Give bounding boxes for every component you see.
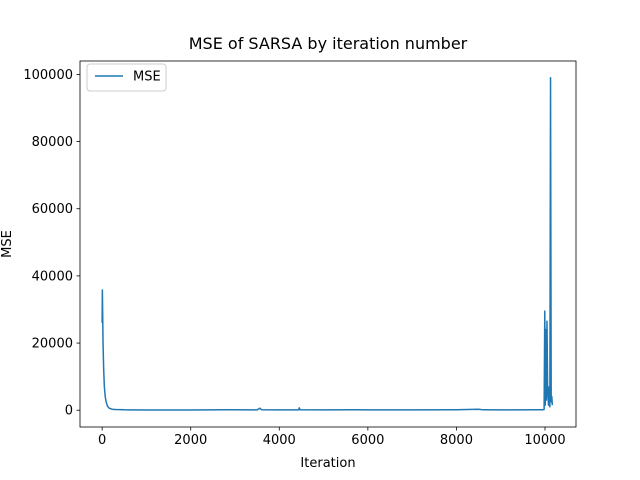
legend: MSE	[86, 63, 167, 92]
y-tick-label: 100000	[23, 68, 73, 83]
x-axis-label: Iteration	[300, 456, 355, 471]
series-line-mse	[101, 77, 554, 411]
legend-label-mse: MSE	[133, 70, 161, 85]
x-tick-label: 0	[98, 433, 106, 448]
axes-frame	[79, 60, 577, 428]
y-tick-label: 60000	[32, 202, 73, 217]
y-axis-label: MSE	[0, 230, 15, 258]
x-tick-label: 8000	[440, 433, 473, 448]
x-tick-label: 6000	[351, 433, 384, 448]
plot-background	[80, 61, 576, 427]
y-tick-label: 80000	[32, 135, 73, 150]
x-tick-label: 2000	[174, 433, 207, 448]
plot-area: 0 2000 4000 6000 8000 10000020000400006000080…	[23, 60, 577, 448]
x-tick-label: 4000	[263, 433, 296, 448]
legend-box	[86, 63, 167, 92]
chart-title: MSE of SARSA by iteration number	[189, 34, 468, 53]
x-tick-label: 10000	[524, 433, 565, 448]
y-tick-label: 0	[65, 404, 73, 419]
y-tick-label: 40000	[32, 269, 73, 284]
y-tick-label: 20000	[32, 337, 73, 352]
